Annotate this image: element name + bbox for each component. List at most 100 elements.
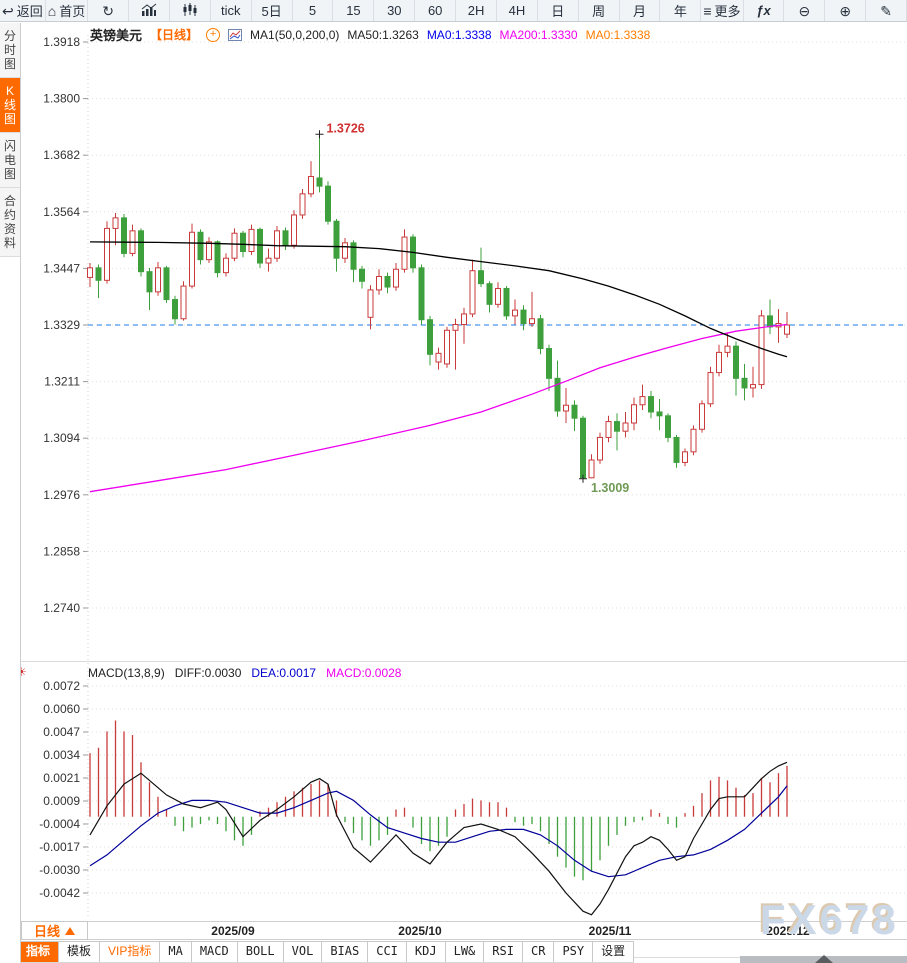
fx-icon: ƒx [756,3,771,18]
toolbar-label: 5 [308,3,317,18]
sidebar-tab-合约资料[interactable]: 合约资料 [0,188,20,257]
toolbar-interval-15-button[interactable]: 15 [333,0,375,21]
indicator-tab-CCI[interactable]: CCI [368,942,407,962]
candle [546,348,552,379]
candle [639,396,646,406]
toolbar-interval-2h-button[interactable]: 2H [456,0,497,21]
indicator-tab-BOLL[interactable]: BOLL [237,942,284,962]
toolbar-interval-year-button[interactable]: 年 [660,0,702,21]
toolbar-label: 2H [467,3,485,18]
toolbar-candle-view-button[interactable] [170,0,211,21]
chart-header: 英镑美元 【日线】 MA1(50,0,200,0) MA50:1.3263 MA… [90,25,650,44]
candle [529,318,535,325]
candle [520,309,527,325]
indicator-tab-MA[interactable]: MA [160,942,192,962]
candle [376,275,382,291]
toolbar-interval-60-button[interactable]: 60 [415,0,457,21]
home-icon: ⌂ [47,2,57,19]
candle [121,217,127,254]
x-axis-label: 2025/12 [766,924,810,938]
candle [367,289,374,318]
toolbar-interval-5-button[interactable]: 5 [293,0,334,21]
candle [495,287,501,305]
indicator-tab-PSY[interactable]: PSY [554,942,594,962]
toolbar-interval-5d-button[interactable]: 5日 [252,0,293,21]
toolbar-draw-button[interactable]: ✎ [866,0,907,21]
toolbar-interval-30-button[interactable]: 30 [374,0,416,21]
candle [452,324,459,331]
candle [180,285,187,320]
add-compare-icon[interactable] [206,27,221,42]
candle [231,232,238,259]
candle [588,459,595,479]
toolbar-more-button[interactable]: ≡ 更多 [701,0,744,21]
ma0-orange-value: MA0:1.3338 [585,27,651,42]
candle [95,267,102,281]
toolbar-interval-4h-button[interactable]: 4H [497,0,538,21]
toolbar-formula-button[interactable]: ƒx [744,0,785,21]
candle [282,230,289,246]
horizontal-scrollbar[interactable] [740,955,907,963]
sidebar-tab-K线图[interactable]: K线图 [0,78,20,133]
period-selector-button[interactable]: 日线 [21,921,88,940]
toolbar-zoom-in-button[interactable]: ⊕ [825,0,867,21]
mini-chart-icon[interactable] [228,28,243,41]
svg-text:-0.0017: -0.0017 [39,840,80,854]
candle [299,193,306,216]
candle [197,231,204,261]
candle [163,267,170,301]
macd-dea-value: DEA:0.0017 [251,666,317,680]
candle [265,257,272,264]
ma50-line [89,241,788,358]
svg-text:1.3800: 1.3800 [43,92,80,106]
indicator-tab-VIP指标[interactable]: VIP指标 [100,942,161,962]
candle [384,275,391,288]
toolbar-refresh-button[interactable]: ↻ [88,0,130,21]
toolbar-interval-week-button[interactable]: 周 [579,0,620,21]
indicator-tab-RSI[interactable]: RSI [484,942,523,962]
grid-layer [83,35,907,918]
indicator-tab-指标[interactable]: 指标 [18,942,60,962]
candle [240,232,246,252]
candle [537,318,544,350]
candle [673,436,680,463]
indicator-tab-MACD[interactable]: MACD [191,942,238,962]
svg-text:1.3447: 1.3447 [43,261,80,275]
candle [605,421,612,438]
toolbar-interval-tick-button[interactable]: tick [211,0,252,21]
indicator-tab-设置[interactable]: 设置 [593,942,635,962]
toolbar-zoom-out-button[interactable]: ⊖ [784,0,826,21]
indicator-settings-icon[interactable]: ☀ [16,665,27,679]
indicator-tab-BIAS[interactable]: BIAS [322,942,369,962]
toolbar-bar-chart-view-button[interactable] [129,0,170,21]
toolbar-label: 周 [592,4,606,19]
candle [87,267,93,278]
toolbar-home-button[interactable]: ⌂ 首页 [46,0,89,21]
toolbar-label: 15 [346,3,361,18]
indicator-tab-模板[interactable]: 模板 [59,942,101,962]
candle [614,421,620,432]
candle [223,257,229,274]
x-axis-row: 2025/09 2025/10 2025/11 2025/12 [0,921,907,940]
sidebar-tab-分时图[interactable]: 分时图 [0,23,20,78]
back-arrow-icon: ↩ [2,2,14,19]
svg-text:1.2740: 1.2740 [43,601,80,615]
candle [631,404,637,424]
high-annotation: 1.3726 [327,121,365,135]
candle [478,270,484,285]
sidebar-tab-闪电图[interactable]: 闪电图 [0,133,20,188]
toolbar-interval-day-button[interactable]: 日 [538,0,579,21]
indicator-tab-KDJ[interactable]: KDJ [406,942,446,962]
scrollbar-handle-icon[interactable] [814,955,833,963]
indicator-tab-VOL[interactable]: VOL [283,942,323,962]
indicator-tab-CR[interactable]: CR [522,942,555,962]
svg-text:-0.0004: -0.0004 [39,817,80,831]
left-sidebar: 分时图 K线图 闪电图 合约资料 [0,23,21,963]
svg-text:1.3094: 1.3094 [43,431,80,445]
low-annotation: 1.3009 [591,481,629,495]
toolbar-back-button[interactable]: ↩ 返回 [0,0,46,21]
candle-chart-icon [182,2,198,19]
indicator-tab-LW&[interactable]: LW& [445,942,485,962]
toolbar-interval-month-button[interactable]: 月 [620,0,661,21]
